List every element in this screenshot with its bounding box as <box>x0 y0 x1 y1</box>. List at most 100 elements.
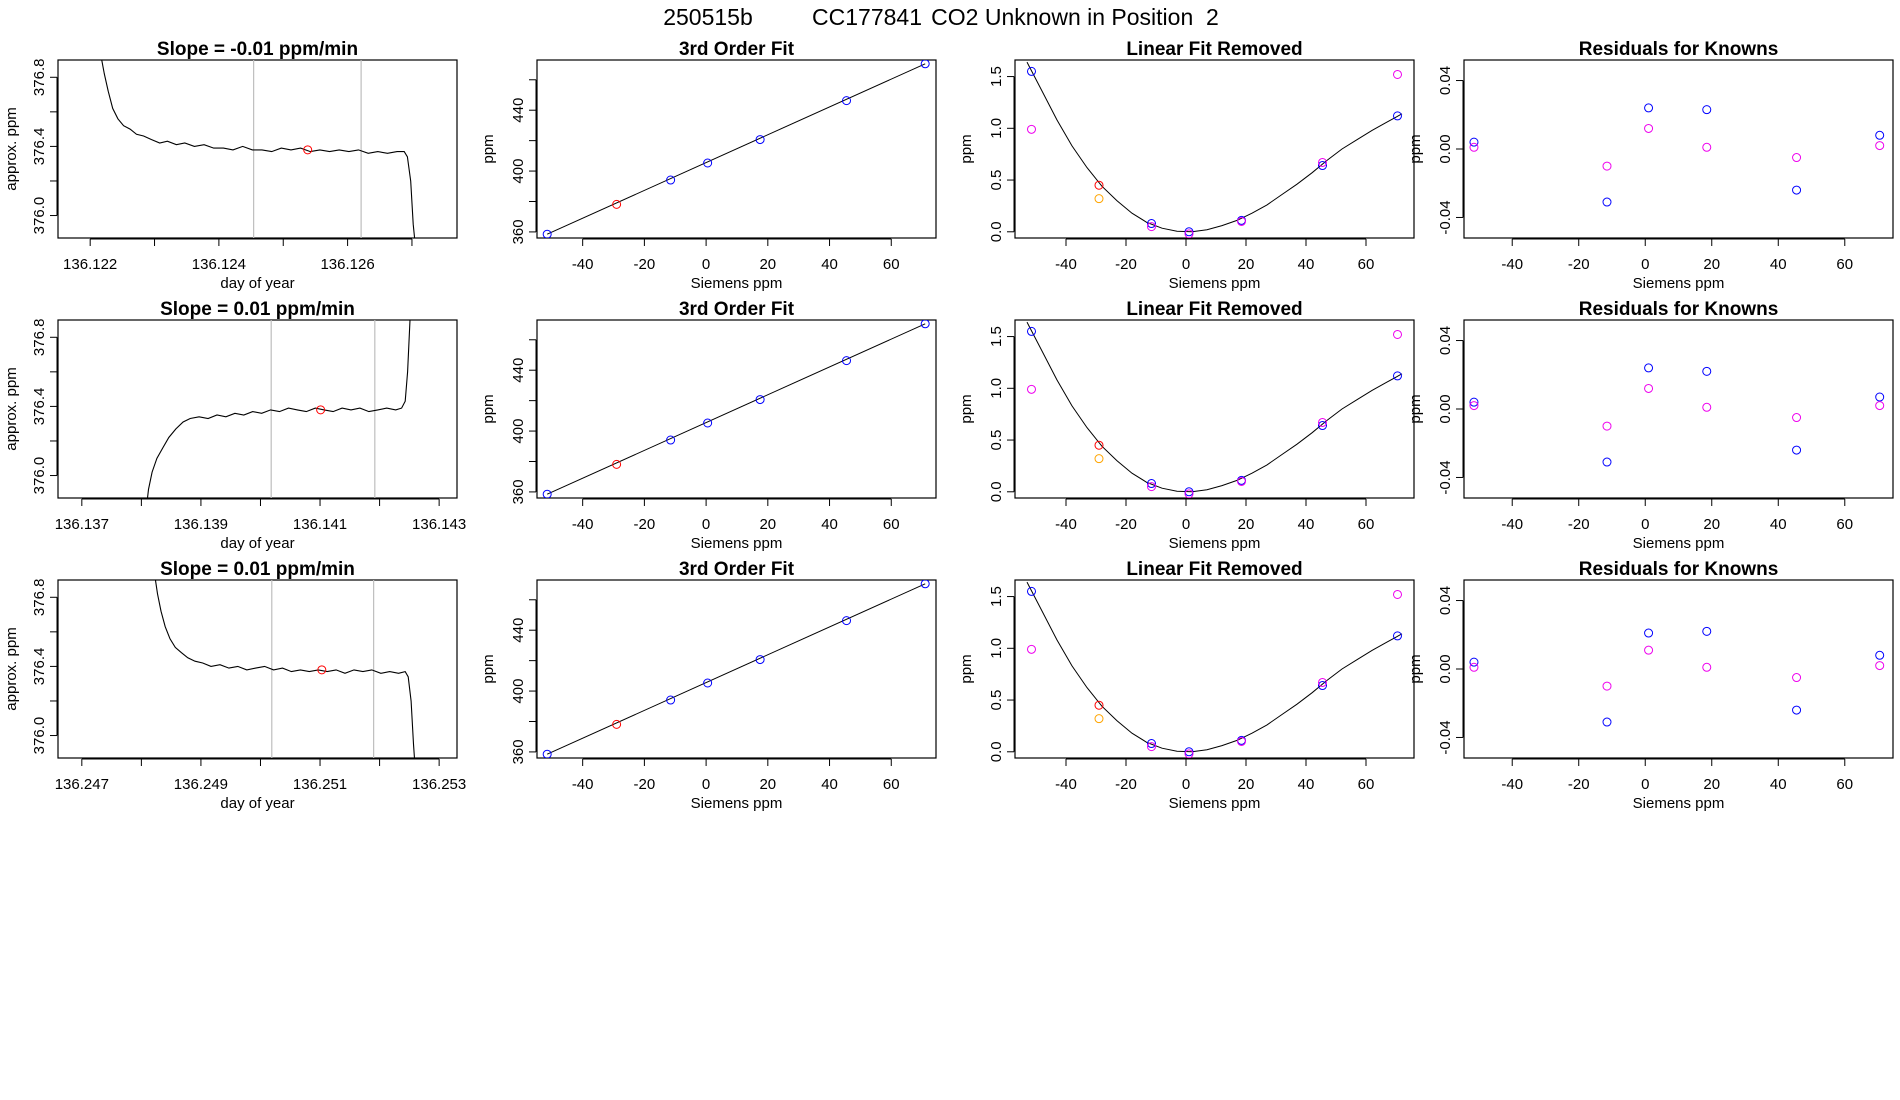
x-axis: -40 -20 0 20 40 60 Siemens ppm <box>1055 498 1374 552</box>
x-tick-label: 20 <box>759 516 776 533</box>
x-tick-label: 20 <box>1238 256 1255 273</box>
data-point-blue <box>1875 650 1885 660</box>
data-point-blue <box>1147 219 1156 229</box>
x-axis-label: Siemens ppm <box>1633 535 1725 552</box>
data-point-blue <box>1393 371 1402 381</box>
x-tick-label: 0 <box>702 776 710 793</box>
data-point-magenta <box>1027 124 1036 134</box>
panel-title: Residuals for Knowns <box>1579 39 1779 60</box>
plot-frame <box>1463 319 1894 499</box>
data-point-magenta <box>1393 69 1402 79</box>
data-point-blue <box>1644 363 1654 373</box>
y-tick-label: 0.04 <box>1437 66 1454 95</box>
y-axis-label: ppm <box>958 654 975 683</box>
y-axis: 376.0 376.4 376.8 approx. ppm <box>3 59 58 234</box>
y-axis: 0.0 0.5 1.0 1.5 ppm <box>958 326 1015 502</box>
x-tick-label: 136.253 <box>412 776 466 793</box>
x-tick-label: 136.249 <box>174 776 228 793</box>
x-tick-label: -20 <box>634 776 656 793</box>
x-tick-label: 0 <box>702 516 710 533</box>
y-axis-label: ppm <box>1407 394 1424 423</box>
panel-r2c2: 3rd Order Fit -40 -20 0 20 40 60 Siemens ppm 360… <box>480 299 937 552</box>
data-point-blue <box>542 749 552 758</box>
data-point-blue <box>842 616 852 626</box>
data-point-magenta <box>1147 482 1156 492</box>
x-axis-label: day of year <box>220 535 294 552</box>
data-point-blue <box>1027 66 1036 76</box>
data-point-blue <box>666 175 676 185</box>
x-tick-label: 20 <box>1238 776 1255 793</box>
data-point-blue <box>1318 161 1327 171</box>
data-point-magenta <box>1792 673 1802 683</box>
x-tick-label: -20 <box>1115 256 1137 273</box>
y-tick-label: 1.5 <box>988 326 1005 347</box>
data-point-magenta <box>1184 229 1194 238</box>
x-tick-label: -40 <box>572 256 594 273</box>
y-tick-label: 0.5 <box>988 690 1005 711</box>
x-axis: -40 -20 0 20 40 60 Siemens ppm <box>1501 498 1853 552</box>
data-point-orange <box>1094 454 1104 464</box>
data-point-blue <box>1469 397 1479 407</box>
data-point-magenta <box>1027 644 1036 654</box>
y-axis-label: approx. ppm <box>3 367 20 450</box>
x-tick-label: 60 <box>883 776 900 793</box>
x-axis-label: Siemens ppm <box>691 535 783 552</box>
x-tick-label: -40 <box>1055 256 1077 273</box>
data-point-blue <box>1702 626 1712 636</box>
y-axis: 0.0 0.5 1.0 1.5 ppm <box>958 586 1015 762</box>
data-point-blue <box>1147 739 1156 749</box>
data-point-blue <box>1027 586 1036 596</box>
panel-r2c4: Residuals for Knowns -40 -20 0 20 40 60 Siemens… <box>1407 299 1894 552</box>
y-tick-label: 360 <box>510 219 527 244</box>
data-point-blue <box>842 96 852 106</box>
y-axis: 360 400 440 ppm <box>480 599 537 764</box>
x-tick-label: 0 <box>1182 256 1190 273</box>
y-axis: -0.04 0.00 0.04 ppm <box>1407 326 1464 495</box>
x-tick-label: -40 <box>572 516 594 533</box>
x-tick-label: 20 <box>759 256 776 273</box>
data-point-blue <box>920 320 930 329</box>
data-point-blue <box>1027 326 1036 336</box>
y-axis-label: ppm <box>1407 654 1424 683</box>
x-axis-label: Siemens ppm <box>691 275 783 292</box>
panel-r1c2: 3rd Order Fit -40 -20 0 20 40 60 Siemens ppm 360… <box>480 39 937 292</box>
plot-frame <box>536 319 937 499</box>
x-tick-label: -40 <box>1501 516 1523 533</box>
panel-title: Slope = -0.01 ppm/min <box>157 39 358 60</box>
y-tick-label: 0.5 <box>988 430 1005 451</box>
data-point-blue <box>703 678 713 688</box>
fit-curve <box>1026 61 1403 233</box>
y-tick-label: 1.0 <box>988 638 1005 659</box>
y-tick-label: 1.0 <box>988 118 1005 139</box>
x-tick-label: -40 <box>1501 256 1523 273</box>
panel-r3c1: Slope = 0.01 ppm/min 136.247 136.249 136.25… <box>3 559 466 812</box>
x-tick-label: 60 <box>883 256 900 273</box>
figure-title-cylinder-id: CC177841 <box>812 4 922 30</box>
data-point-magenta <box>1469 142 1479 152</box>
y-axis: -0.04 0.00 0.04 ppm <box>1407 586 1464 755</box>
x-tick-label: 0 <box>1182 516 1190 533</box>
data-point-magenta <box>1702 662 1712 672</box>
x-tick-label: 136.141 <box>293 516 347 533</box>
y-axis: 360 400 440 ppm <box>480 79 537 244</box>
data-point-blue <box>1644 628 1654 638</box>
y-tick-label: 360 <box>510 479 527 504</box>
plot-area <box>154 580 416 758</box>
y-axis-label: ppm <box>958 394 975 423</box>
plot-frame <box>1014 579 1415 759</box>
data-point-magenta <box>1147 222 1156 232</box>
fit-line <box>546 63 926 235</box>
x-tick-label: 20 <box>1703 516 1720 533</box>
plot-area <box>1026 581 1403 758</box>
data-point-blue <box>703 418 713 428</box>
y-tick-label: 376.8 <box>31 319 48 357</box>
x-tick-label: 40 <box>1298 776 1315 793</box>
y-tick-label: 376.4 <box>31 388 48 426</box>
data-point-blue <box>1393 111 1402 121</box>
panel-title: 3rd Order Fit <box>679 559 795 580</box>
data-point-magenta <box>1875 401 1885 411</box>
x-tick-label: 60 <box>1358 256 1375 273</box>
plot-frame <box>1014 319 1415 499</box>
